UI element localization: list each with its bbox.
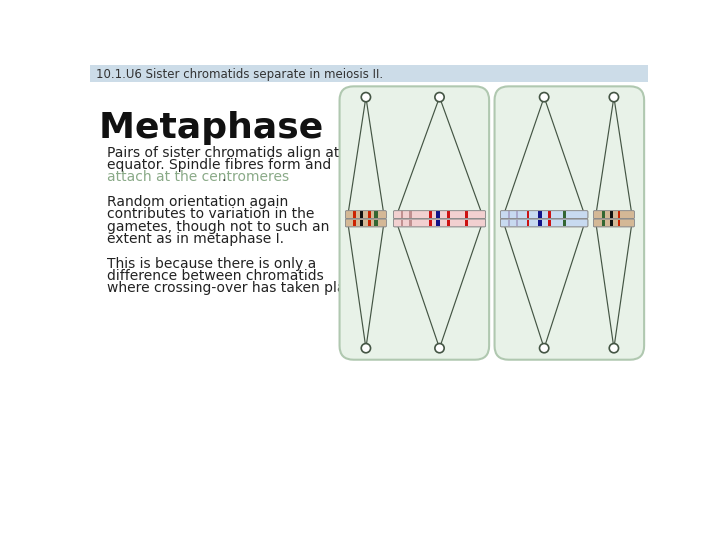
Circle shape	[539, 343, 549, 353]
Bar	[618, 212, 621, 218]
FancyBboxPatch shape	[393, 211, 485, 219]
Bar	[401, 220, 403, 226]
Text: This is because there is only a: This is because there is only a	[107, 256, 316, 271]
Text: Metaphase II: Metaphase II	[99, 111, 363, 145]
Circle shape	[435, 343, 444, 353]
Bar	[353, 220, 356, 226]
Text: gametes, though not to such an: gametes, though not to such an	[107, 220, 330, 234]
Bar	[618, 220, 621, 226]
Bar	[538, 212, 541, 218]
Text: .: .	[222, 170, 226, 184]
Circle shape	[361, 92, 371, 102]
Circle shape	[361, 343, 371, 353]
Bar	[527, 212, 529, 218]
Circle shape	[539, 92, 549, 102]
Bar	[90, 65, 648, 82]
Bar	[465, 220, 468, 226]
FancyBboxPatch shape	[593, 211, 634, 219]
Bar	[447, 212, 449, 218]
Bar	[602, 220, 606, 226]
Bar	[369, 220, 371, 226]
Text: difference between chromatids: difference between chromatids	[107, 269, 324, 283]
Bar	[360, 220, 364, 226]
Bar	[410, 212, 412, 218]
FancyBboxPatch shape	[593, 219, 634, 227]
Bar	[436, 212, 440, 218]
Text: Random orientation again: Random orientation again	[107, 195, 288, 209]
Bar	[549, 212, 551, 218]
Bar	[428, 220, 432, 226]
Bar	[465, 212, 468, 218]
Bar	[360, 212, 364, 218]
Bar	[563, 220, 566, 226]
Bar	[401, 212, 403, 218]
Bar	[374, 212, 378, 218]
Circle shape	[609, 92, 618, 102]
Text: where crossing-over has taken place.: where crossing-over has taken place.	[107, 281, 366, 295]
FancyBboxPatch shape	[393, 219, 485, 227]
Bar	[436, 220, 440, 226]
Bar	[563, 212, 566, 218]
Bar	[447, 220, 449, 226]
Circle shape	[435, 92, 444, 102]
Bar	[516, 220, 518, 226]
FancyBboxPatch shape	[346, 211, 387, 219]
Text: 10.1.U6 Sister chromatids separate in meiosis II.: 10.1.U6 Sister chromatids separate in me…	[96, 68, 383, 82]
Bar	[602, 212, 606, 218]
Text: attach at the centromeres: attach at the centromeres	[107, 170, 289, 184]
Circle shape	[609, 343, 618, 353]
Bar	[353, 212, 356, 218]
FancyBboxPatch shape	[500, 219, 588, 227]
Bar	[610, 220, 613, 226]
Text: Pairs of sister chromatids align at the: Pairs of sister chromatids align at the	[107, 146, 366, 160]
Bar	[527, 220, 529, 226]
Text: equator. Spindle fibres form and: equator. Spindle fibres form and	[107, 158, 331, 172]
Bar	[428, 212, 432, 218]
FancyBboxPatch shape	[340, 86, 489, 360]
FancyBboxPatch shape	[495, 86, 644, 360]
FancyBboxPatch shape	[346, 219, 387, 227]
Bar	[516, 212, 518, 218]
Bar	[508, 212, 510, 218]
Bar	[508, 220, 510, 226]
Text: contributes to variation in the: contributes to variation in the	[107, 207, 315, 221]
Bar	[374, 220, 378, 226]
Bar	[610, 212, 613, 218]
Bar	[369, 212, 371, 218]
Bar	[549, 220, 551, 226]
Text: extent as in metaphase I.: extent as in metaphase I.	[107, 232, 284, 246]
Bar	[538, 220, 541, 226]
FancyBboxPatch shape	[500, 211, 588, 219]
Bar	[410, 220, 412, 226]
